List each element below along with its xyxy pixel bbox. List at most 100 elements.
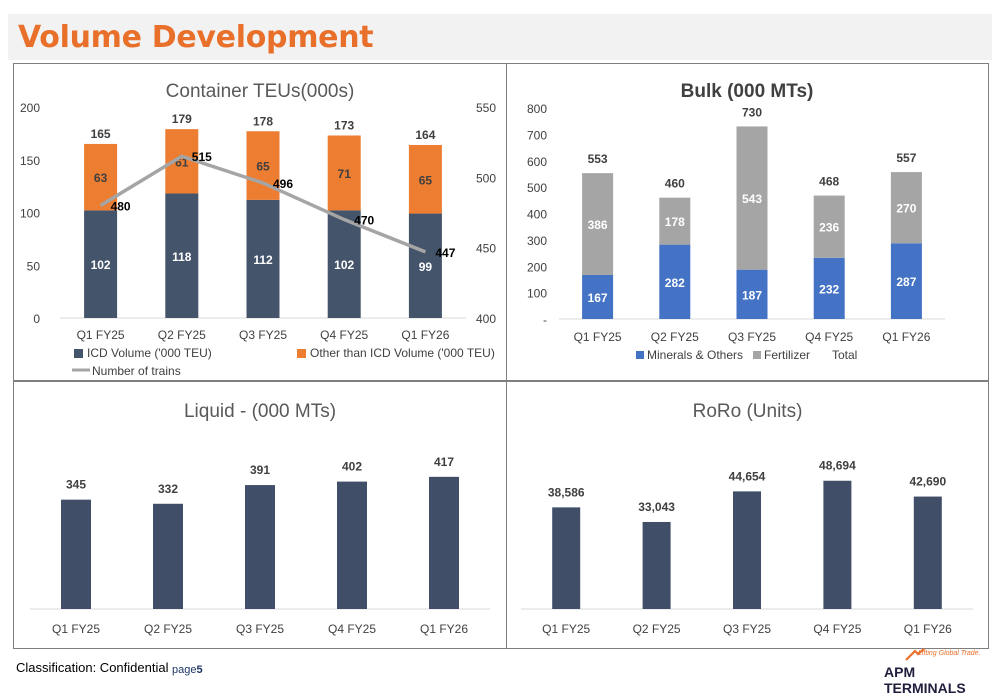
bar-icd-volume [408,213,442,318]
y-tick-label: 800 [527,102,547,116]
chart-title: Liquid - (000 MTs) [184,401,336,422]
container-teu-panel: Container TEUs(000s) 0 50 100 150 200 400 450 50… [13,63,507,381]
x-tick-label: Q1 FY25 [77,328,125,342]
data-label-value: 402 [342,460,362,474]
legend-label-fertilizer: Fertilizer [764,348,810,362]
data-label-fertilizer: 270 [896,202,916,216]
left-axis-tick-label: 100 [20,207,40,221]
right-axis-tick-label: 550 [476,101,496,115]
bar-other-than-icd-volume [327,135,361,211]
liquid-chart: Liquid - (000 MTs) 345 Q1 FY25 332 Q2 FY25 39… [30,401,490,636]
roro-chart: RoRo (Units) 38,586 Q1 FY25 33,043 Q2 FY25 44… [521,401,973,636]
data-label-value: 38,586 [548,485,585,499]
x-tick-label: Q2 FY25 [651,330,699,344]
legend-label-total: Total [832,348,857,362]
bar-value [552,507,581,609]
data-label-icd: 112 [253,253,273,267]
y-tick-label: 100 [527,287,547,301]
data-label-total: 178 [253,114,273,128]
logo-name: APM TERMINALS [884,664,966,696]
data-label-trains: 515 [192,150,212,164]
bulk-chart: Bulk (000 MTs) - 100 200 300 400 500 600 700 800 1… [527,81,945,362]
x-tick-label: Q3 FY25 [723,622,771,636]
x-tick-label: Q4 FY25 [320,328,368,342]
bar-minerals-others [736,269,768,319]
bar-value [337,481,367,609]
right-axis-tick-label: 450 [476,242,496,256]
bar-fertilizer [659,197,691,245]
legend-swatch-minerals [636,351,644,359]
logo-tagline: Lifting Global Trade. [918,650,981,657]
classification-label: Classification: Confidential [16,660,169,675]
data-label-minerals: 287 [896,275,916,289]
data-label-other: 63 [94,171,108,185]
apm-logo-mark [905,648,925,661]
x-tick-label: Q1 FY26 [401,328,449,342]
data-label-minerals: 167 [588,291,608,305]
legend-label-trains: Number of trains [92,364,181,378]
data-label-minerals: 232 [819,282,839,296]
left-axis-tick-label: 200 [20,101,40,115]
data-label-trains: 480 [111,199,131,213]
bar-value [913,496,942,609]
y-tick-label: 600 [527,155,547,169]
data-label-value: 33,043 [638,500,675,514]
x-tick-label: Q1 FY26 [420,622,468,636]
chart-title: RoRo (Units) [693,401,803,422]
x-tick-label: Q3 FY25 [728,330,776,344]
x-tick-label: Q2 FY25 [633,622,681,636]
data-label-fertilizer: 236 [819,221,839,235]
x-tick-label: Q1 FY25 [542,622,590,636]
data-label-minerals: 187 [742,288,762,302]
y-tick-label: - [543,313,547,327]
bar-minerals-others [582,274,614,319]
legend-label-other: Other than ICD Volume ('000 TEU) [310,346,495,360]
data-label-total: 165 [91,127,111,141]
data-label-total: 553 [588,152,608,166]
left-axis-tick-label: 50 [27,259,41,273]
x-tick-label: Q3 FY25 [239,328,287,342]
x-tick-label: Q1 FY26 [904,622,952,636]
bar-fertilizer [736,126,768,270]
container-teu-chart: Container TEUs(000s) 0 50 100 150 200 400 450 50… [20,81,496,378]
left-axis-tick-label: 0 [33,312,40,326]
y-tick-label: 700 [527,128,547,142]
bar-icd-volume [165,193,199,318]
right-axis-tick-label: 500 [476,171,496,185]
bar-value [642,521,671,609]
data-label-fertilizer: 178 [665,215,685,229]
data-label-value: 44,654 [729,469,766,483]
bar-other-than-icd-volume [408,144,442,214]
data-label-trains: 496 [273,177,293,191]
bar-icd-volume [84,210,118,318]
legend-label-minerals: Minerals & Others [647,348,743,362]
bar-icd-volume [246,199,280,318]
legend-swatch-other [297,349,306,358]
bar-value [153,503,183,609]
data-label-value: 42,690 [909,475,946,489]
y-tick-label: 300 [527,234,547,248]
y-tick-label: 200 [527,260,547,274]
x-tick-label: Q1 FY25 [574,330,622,344]
data-label-other: 65 [419,173,433,187]
data-label-value: 48,694 [819,459,856,473]
data-label-icd: 99 [419,260,433,274]
data-label-fertilizer: 386 [588,218,608,232]
bar-value [733,491,761,609]
x-tick-label: Q4 FY25 [813,622,861,636]
x-tick-label: Q1 FY25 [52,622,100,636]
bar-value [823,480,852,609]
line-number-of-trains [99,154,427,254]
data-label-total: 557 [896,151,916,165]
bar-value [245,485,275,609]
bar-value [61,499,91,609]
data-label-trains: 470 [354,214,374,228]
legend-swatch-icd [74,349,83,358]
bar-fertilizer [582,173,614,275]
bar-minerals-others [890,243,922,319]
bar-fertilizer [813,195,845,258]
x-tick-label: Q1 FY26 [882,330,930,344]
left-axis-tick-label: 150 [20,154,40,168]
x-tick-label: Q3 FY25 [236,622,284,636]
bar-value [429,476,459,609]
